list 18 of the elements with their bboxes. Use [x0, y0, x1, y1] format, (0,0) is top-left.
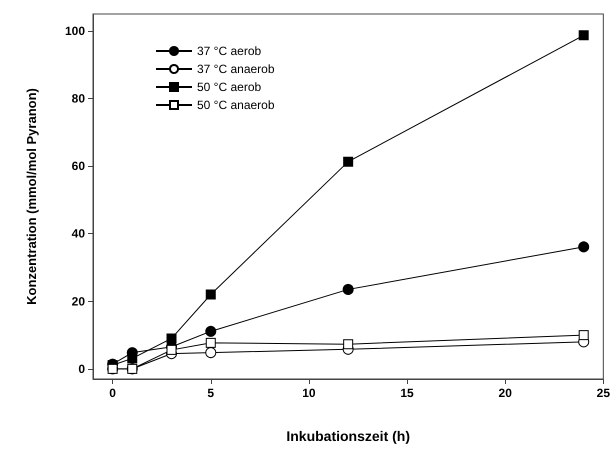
x-axis-title: Inkubationszeit (h) — [286, 428, 410, 444]
legend-label: 50 °C aerob — [197, 80, 262, 94]
y-tick-label: 0 — [78, 362, 86, 376]
y-tick-label: 20 — [72, 294, 86, 308]
x-tick-label: 20 — [498, 386, 512, 400]
y-tick-label: 60 — [72, 159, 86, 174]
legend-label: 50 °C anaerob — [197, 98, 275, 112]
x-tick-label: 25 — [596, 386, 610, 400]
y-axis-title: Konzentration (mmol/mol Pyranon) — [24, 88, 39, 305]
legend-label: 37 °C anaerob — [197, 62, 275, 76]
x-tick-label: 15 — [400, 386, 414, 400]
y-tick-label: 80 — [72, 91, 86, 106]
x-tick-label: 5 — [207, 386, 214, 400]
y-tick-label: 40 — [72, 226, 86, 241]
x-tick-label: 10 — [302, 386, 316, 400]
y-tick-label: 100 — [64, 24, 86, 38]
legend-label: 37 °C aerob — [197, 44, 262, 58]
x-tick-label: 0 — [109, 386, 116, 400]
